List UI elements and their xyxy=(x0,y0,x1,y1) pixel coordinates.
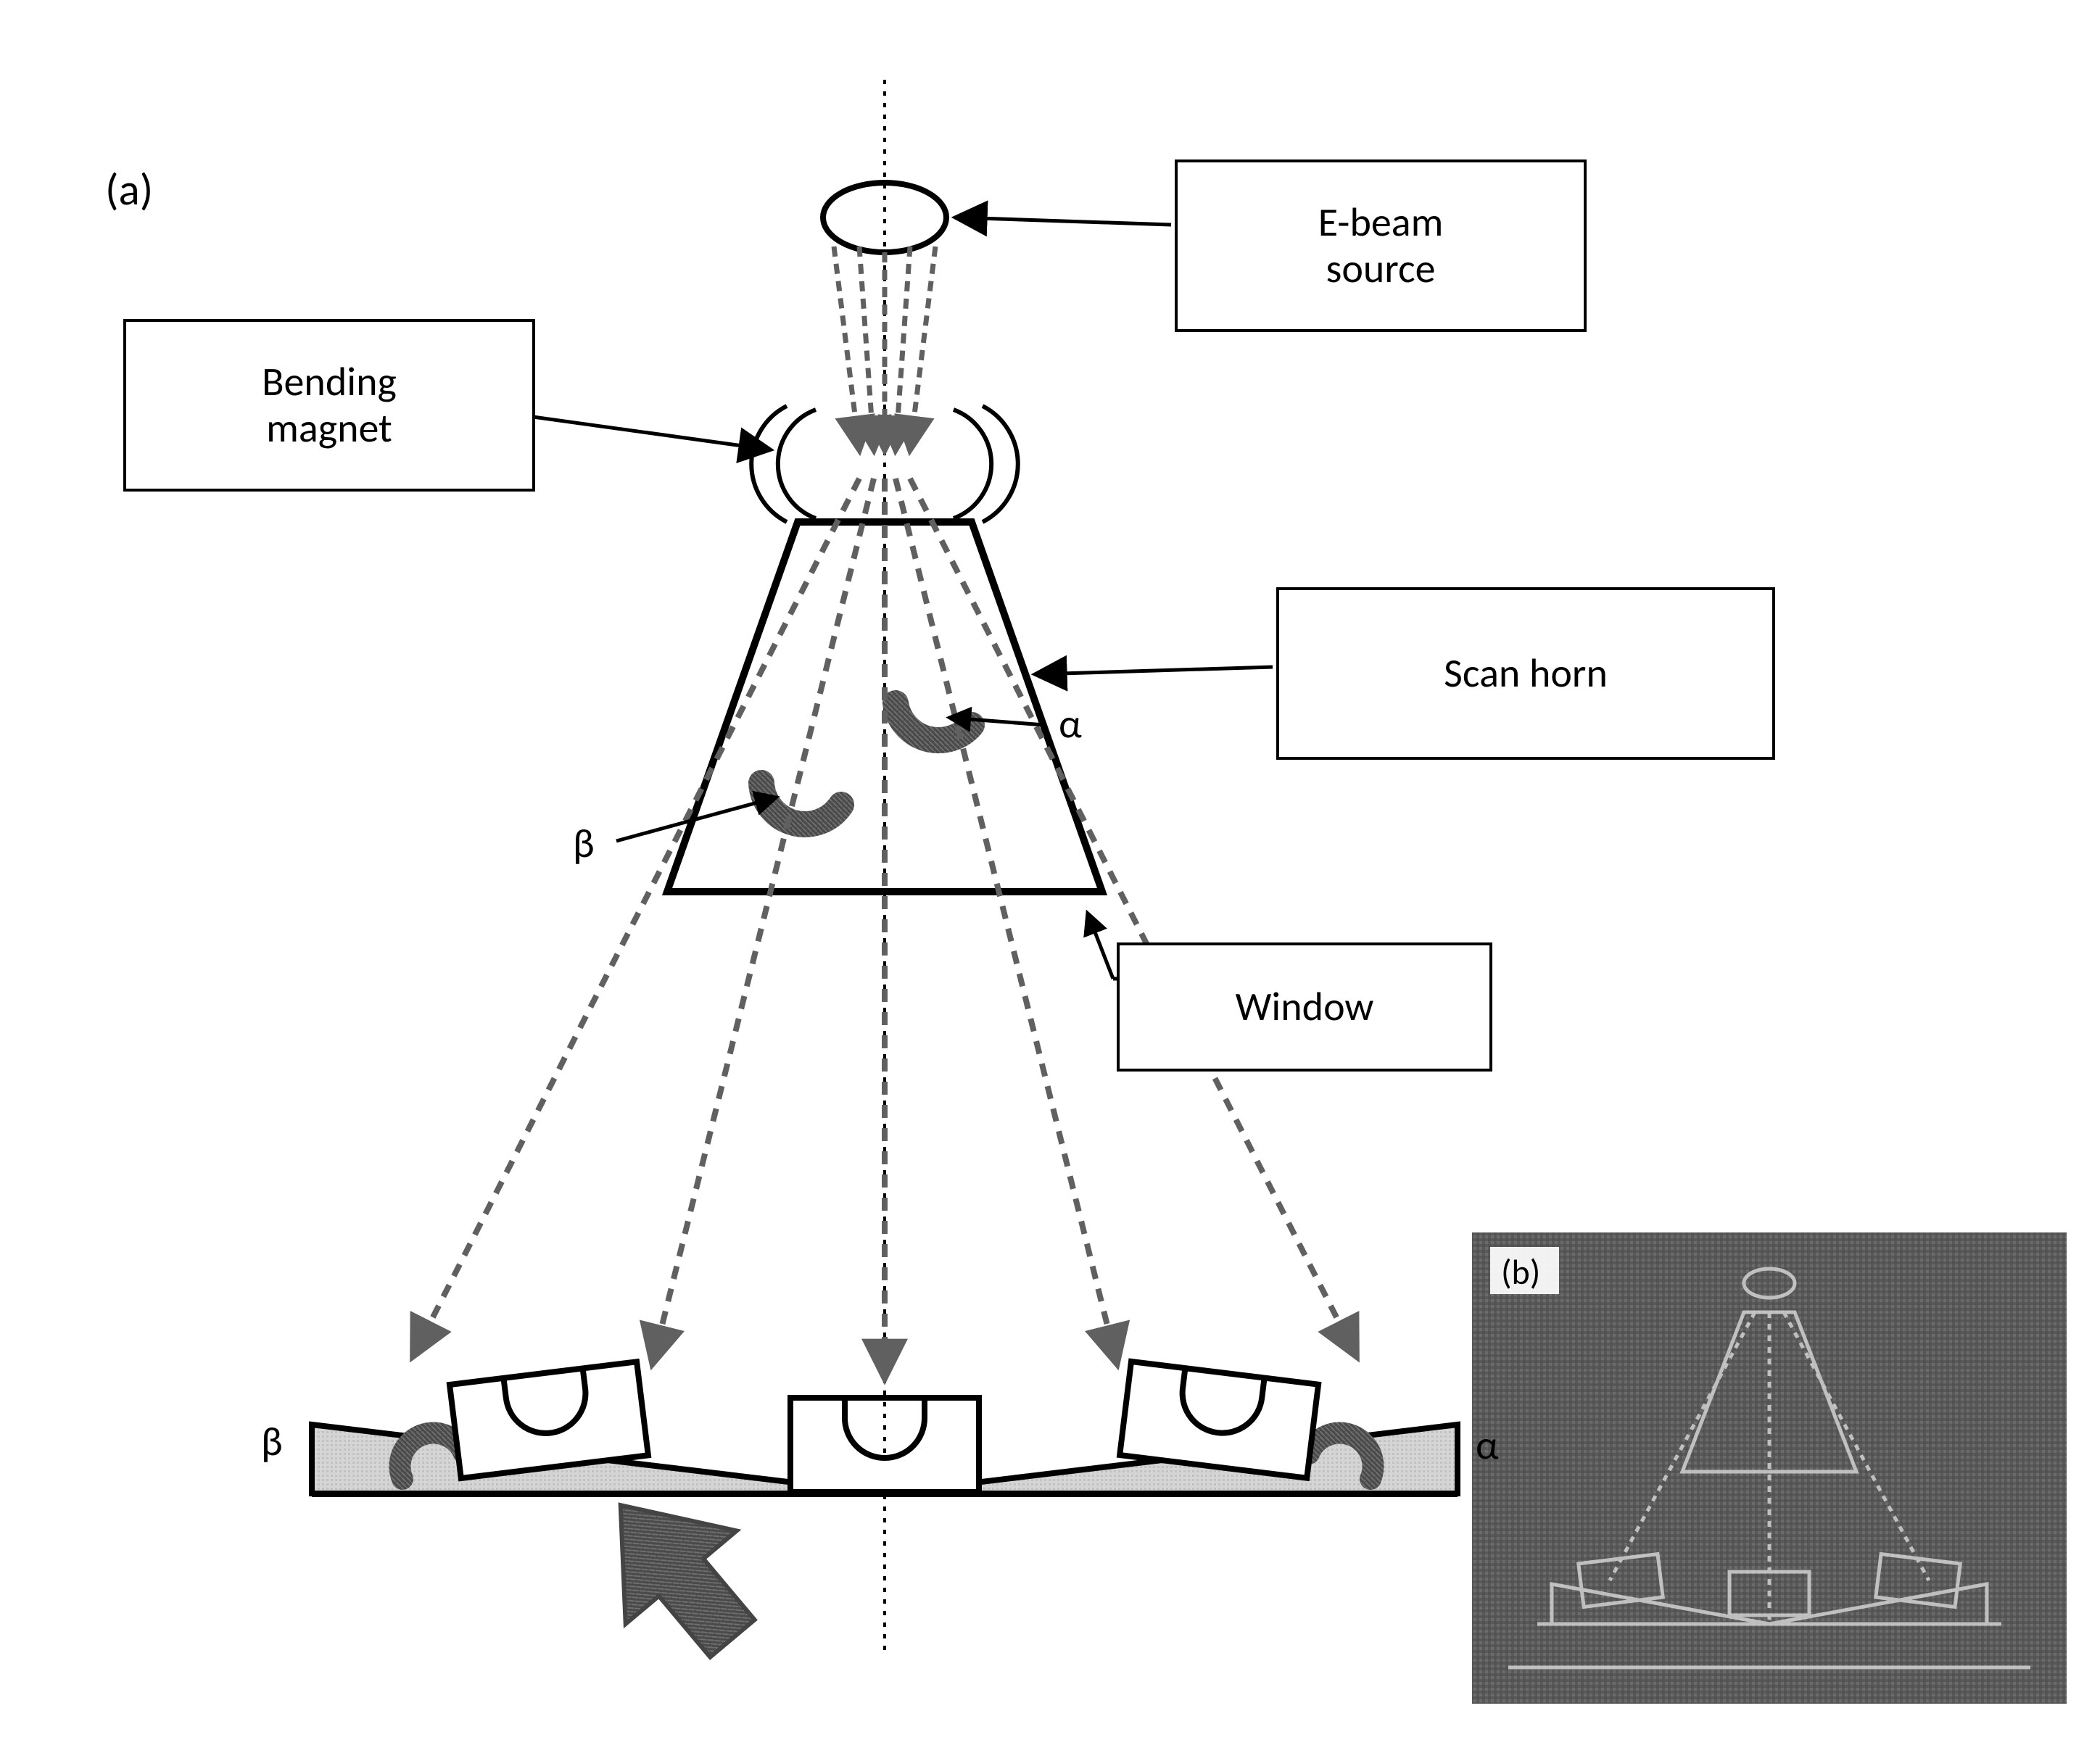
label-box-ebeam-source: E-beam source xyxy=(1175,159,1587,332)
ebeam-source-icon xyxy=(823,183,946,252)
label-box-bending-magnet: Bending magnet xyxy=(123,319,535,492)
figure-canvas: (a) (b) E-beam source Bending magnet Sca… xyxy=(0,0,2100,1753)
label-text-ebeam-source: E-beam source xyxy=(1318,199,1444,293)
label-box-window: Window xyxy=(1117,942,1492,1072)
label-text-window: Window xyxy=(1236,984,1374,1030)
arrow-scan-horn xyxy=(1037,667,1273,674)
beta-stage-label: β xyxy=(261,1417,283,1467)
panel-b-label: (b) xyxy=(1501,1251,1540,1293)
arrow-ebeam-source xyxy=(957,217,1171,225)
label-box-scan-horn: Scan horn xyxy=(1276,587,1775,760)
beta-arc-icon xyxy=(761,783,841,824)
alpha-stage-label: α xyxy=(1476,1421,1499,1470)
beams-upper xyxy=(834,246,935,449)
inset-photo xyxy=(1472,1232,2067,1704)
label-text-bending-magnet: Bending magnet xyxy=(262,359,397,452)
label-text-scan-horn: Scan horn xyxy=(1444,650,1608,697)
figure-svg xyxy=(0,0,2100,1753)
arrow-bending-magnet xyxy=(533,417,769,449)
alpha-horn-label: α xyxy=(1059,700,1082,749)
beta-horn-label: β xyxy=(573,819,595,869)
panel-a-label: (a) xyxy=(105,163,153,217)
